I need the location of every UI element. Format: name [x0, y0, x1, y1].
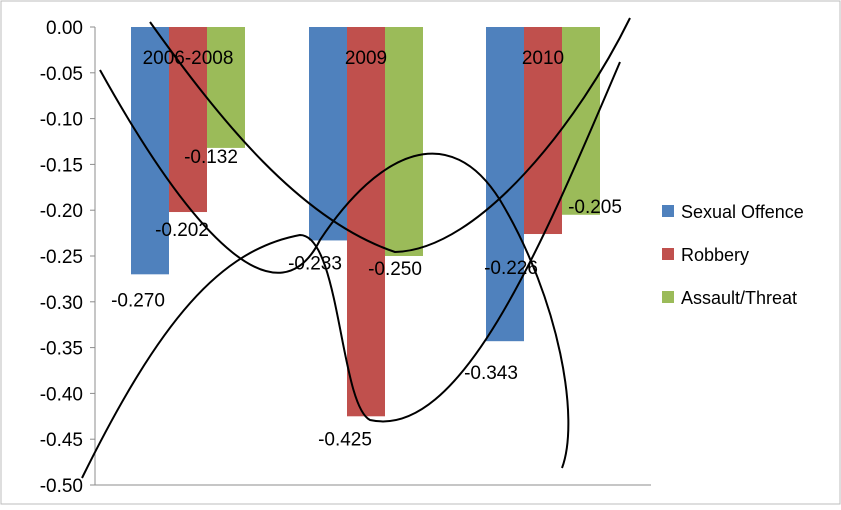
y-tick-label: -0.30: [40, 293, 83, 314]
bar-robbery-1: [347, 27, 385, 417]
y-tick-label: -0.15: [40, 155, 83, 176]
data-labels: -0.270 -0.202 -0.132 -0.233 -0.425 -0.250 -0.3…: [111, 147, 622, 450]
bar-assault-threat-1: [385, 27, 423, 256]
bar-sexual-offence-1: [309, 27, 347, 241]
bar-robbery-2: [524, 27, 562, 235]
category-label: 2010: [522, 48, 564, 69]
bar-sexual-offence-0: [131, 27, 169, 275]
data-label: -0.205: [568, 197, 622, 218]
y-tick-label: -0.50: [40, 476, 83, 497]
data-label: -0.343: [464, 363, 518, 384]
legend-label: Robbery: [681, 245, 749, 265]
y-tick-label: -0.25: [40, 247, 83, 268]
data-label: -0.233: [288, 253, 342, 274]
category-label: 2006-2008: [143, 48, 234, 69]
data-label: -0.132: [184, 147, 238, 168]
y-tick-label: -0.05: [40, 64, 83, 85]
legend-swatch: [662, 291, 674, 303]
legend-label: Sexual Offence: [681, 202, 804, 222]
y-axis: 0.00 -0.05 -0.10 -0.15 -0.20 -0.25 -0.30 -0.35 -…: [40, 18, 651, 497]
trend-curve-robbery: [81, 61, 621, 479]
bar-assault-threat-0: [207, 27, 245, 148]
trend-curves: [81, 17, 631, 479]
y-tick-label: -0.40: [40, 384, 83, 405]
data-label: -0.250: [368, 259, 422, 280]
trend-curve-sexual-offence: [99, 69, 570, 469]
trend-curve-assault-threat: [149, 17, 631, 254]
data-label: -0.270: [111, 290, 165, 311]
legend-swatch: [662, 248, 674, 260]
category-label: 2009: [345, 48, 387, 69]
y-tick-label: 0.00: [46, 18, 83, 39]
legend-label: Assault/Threat: [681, 288, 797, 308]
y-tick-label: -0.20: [40, 201, 83, 222]
legend: Sexual Offence Robbery Assault/Threat: [662, 202, 804, 308]
y-tick-label: -0.35: [40, 339, 83, 360]
data-label: -0.202: [155, 220, 209, 241]
data-label: -0.425: [318, 429, 372, 450]
y-tick-label: -0.45: [40, 430, 83, 451]
legend-swatch: [662, 205, 674, 217]
category-labels: 2006-2008 2009 2010: [143, 48, 565, 69]
bar-sexual-offence-2: [486, 27, 524, 342]
y-tick-label: -0.10: [40, 110, 83, 131]
